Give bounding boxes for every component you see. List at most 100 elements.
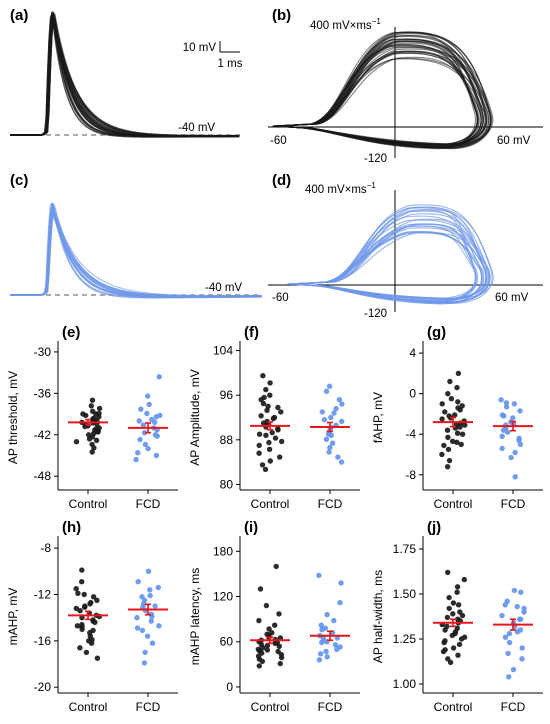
fcd-point bbox=[327, 444, 333, 451]
y-tick-label: 180 bbox=[213, 544, 233, 558]
y-tick-label: 1.25 bbox=[393, 632, 417, 646]
phase-loop bbox=[288, 232, 485, 301]
control-point bbox=[267, 392, 273, 398]
control-point bbox=[90, 618, 96, 624]
fcd-point bbox=[322, 625, 328, 631]
rate-label-b: 400 mV×ms−1 bbox=[310, 17, 381, 32]
y-axis-label: AP Amplitude, mV bbox=[188, 369, 202, 466]
control-point bbox=[89, 397, 96, 403]
control-point bbox=[86, 436, 93, 442]
control-point bbox=[260, 420, 267, 426]
fcd-point bbox=[339, 401, 345, 407]
fcd-point bbox=[331, 410, 337, 416]
y-tick-label: 88 bbox=[220, 433, 234, 447]
fcd-point bbox=[512, 474, 518, 480]
scatter-panel: (g) 4 0 -4 -8 fAHP, mV Control FCD bbox=[371, 324, 543, 511]
control-point bbox=[81, 591, 87, 598]
control-point bbox=[90, 627, 96, 634]
ap-trace bbox=[10, 17, 240, 137]
fcd-point bbox=[316, 572, 322, 579]
control-point bbox=[265, 403, 271, 409]
ap-trace bbox=[10, 12, 240, 137]
control-point bbox=[263, 432, 269, 438]
phase-loop bbox=[287, 231, 483, 305]
fcd-point bbox=[498, 397, 504, 403]
control-point bbox=[455, 399, 461, 405]
fcd-point bbox=[518, 589, 524, 595]
control-point bbox=[457, 424, 463, 430]
control-point bbox=[462, 422, 468, 428]
control-point bbox=[439, 401, 445, 407]
ap-trace bbox=[10, 13, 240, 137]
x-tick-label: Control bbox=[251, 497, 290, 511]
fcd-point bbox=[336, 397, 343, 403]
control-point bbox=[264, 647, 271, 653]
control-point bbox=[279, 438, 285, 445]
fcd-point bbox=[323, 388, 330, 394]
ap-trace bbox=[10, 16, 240, 138]
y-tick-label: -30 bbox=[34, 345, 52, 359]
fcd-point bbox=[142, 441, 149, 448]
control-point bbox=[454, 439, 460, 445]
fcd-point bbox=[152, 419, 158, 425]
control-point bbox=[256, 442, 262, 449]
ap-trace bbox=[10, 13, 240, 137]
fcd-point bbox=[506, 630, 513, 637]
control-point bbox=[278, 654, 285, 661]
x-tick-label: FCD bbox=[136, 700, 161, 714]
control-point bbox=[259, 462, 266, 468]
control-point bbox=[93, 437, 100, 443]
ap-trace bbox=[10, 13, 240, 137]
control-point bbox=[96, 405, 103, 412]
y-tick-bottom-b: -120 bbox=[364, 153, 387, 165]
ap-trace bbox=[10, 14, 240, 138]
fcd-point bbox=[137, 436, 143, 443]
y-tick-label: 0 bbox=[409, 387, 416, 401]
ap-trace bbox=[10, 14, 240, 137]
control-point bbox=[267, 458, 273, 464]
fcd-point bbox=[504, 429, 511, 435]
control-point bbox=[447, 378, 453, 385]
y-tick-label: -20 bbox=[34, 680, 52, 694]
x-tick-label: Control bbox=[251, 700, 290, 714]
ap-trace bbox=[10, 13, 240, 138]
control-point bbox=[439, 451, 445, 458]
y-tick-label: 1.00 bbox=[393, 677, 417, 691]
control-point bbox=[454, 384, 460, 391]
panel-label-b: (b) bbox=[272, 7, 291, 24]
fcd-point bbox=[514, 603, 520, 610]
scale-label-time: 1 ms bbox=[218, 58, 243, 70]
y-tick-label: -4 bbox=[405, 427, 416, 441]
fcd-point bbox=[510, 415, 516, 421]
ap-trace bbox=[10, 15, 240, 138]
fcd-point bbox=[326, 449, 332, 455]
control-point bbox=[452, 629, 459, 635]
panel-label: (j) bbox=[427, 519, 441, 536]
fcd-point bbox=[335, 454, 341, 460]
control-point bbox=[257, 586, 264, 592]
control-point bbox=[455, 370, 462, 377]
x-tick-label: FCD bbox=[318, 700, 343, 714]
control-point bbox=[83, 649, 90, 656]
control-point bbox=[452, 412, 458, 418]
control-point bbox=[261, 394, 267, 401]
fcd-point bbox=[141, 660, 148, 666]
ap-trace bbox=[10, 16, 240, 137]
phase-loop bbox=[294, 206, 477, 303]
fcd-point bbox=[331, 617, 337, 624]
y-tick-label: 96 bbox=[220, 388, 234, 402]
control-point bbox=[80, 411, 86, 417]
control-point bbox=[458, 441, 464, 448]
control-point bbox=[94, 597, 100, 603]
control-point bbox=[454, 584, 461, 590]
control-point bbox=[94, 655, 101, 661]
control-point bbox=[439, 416, 445, 422]
fcd-point bbox=[156, 374, 162, 380]
ap-trace bbox=[10, 14, 240, 137]
control-point bbox=[256, 450, 262, 456]
panel-label: (i) bbox=[244, 519, 258, 536]
control-point bbox=[445, 569, 451, 576]
x-tick-right-b: 60 mV bbox=[497, 135, 531, 147]
phase-loop bbox=[279, 56, 482, 147]
x-tick-left-d: -60 bbox=[272, 292, 289, 304]
